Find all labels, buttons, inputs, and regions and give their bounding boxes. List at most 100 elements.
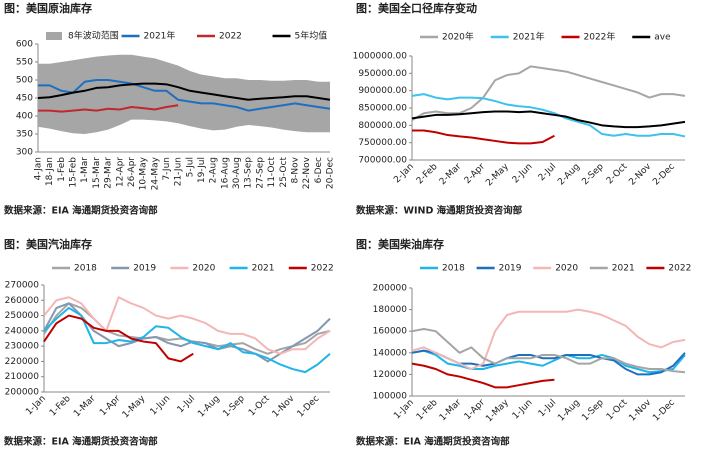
x-tick-label: 1-Jun: [149, 394, 173, 418]
series-line: [43, 306, 331, 374]
legend-label: 2020: [555, 264, 578, 274]
series-line: [43, 314, 194, 363]
legend-label: ave: [654, 33, 671, 43]
x-tick-label: 29-Mar: [104, 157, 114, 189]
y-tick-label: 450: [16, 94, 33, 104]
legend-label: 2021: [612, 264, 635, 274]
x-tick-label: 1-Oct: [247, 393, 272, 418]
y-tick-label: 800000.00: [358, 121, 407, 131]
series-line: [411, 328, 686, 374]
legend-label: 2022: [219, 32, 242, 42]
y-tick-label: 100000: [373, 392, 408, 402]
series-line: [37, 82, 331, 101]
legend-label: 2020年: [442, 31, 474, 43]
y-tick-label: 900000.00: [358, 86, 407, 96]
x-tick-label: 2-Jun: [511, 162, 535, 186]
x-tick-label: 2-Feb: [415, 162, 440, 187]
series-line: [411, 308, 686, 370]
y-tick-label: 210000: [5, 372, 40, 382]
x-tick-label: 7-Jun: [162, 157, 172, 181]
x-tick-label: 18-Jan: [45, 157, 55, 186]
x-tick-label: 1-Jun: [511, 398, 535, 422]
legend-label: 2022: [311, 264, 334, 274]
panel-title: 图：美国柴油库存: [356, 237, 444, 251]
x-tick-label: 1-Apr: [463, 398, 487, 422]
y-tick-label: 350: [16, 130, 33, 140]
y-tick-label: 220000: [5, 357, 40, 367]
y-tick-label: 600: [16, 40, 33, 50]
y-tick-label: 200000: [5, 388, 40, 398]
x-tick-label: 2-Dec: [651, 162, 677, 188]
y-tick-label: 300: [16, 148, 33, 158]
x-tick-label: 1-Sep: [221, 394, 247, 420]
legend-label: 2018: [442, 264, 465, 274]
x-tick-label: 25-Oct: [279, 157, 289, 188]
x-tick-label: 1-Feb: [48, 394, 73, 419]
legend-label: 2021年: [144, 30, 176, 42]
y-tick-label: 1000000.00: [353, 52, 408, 62]
x-tick-label: 5-Jul: [185, 157, 195, 177]
series-line: [43, 296, 331, 355]
x-tick-label: 2-Aug: [209, 157, 219, 183]
x-tick-label: 13-Sep: [244, 157, 254, 189]
y-tick-label: 400: [16, 112, 33, 122]
y-tick-label: 850000.00: [358, 104, 407, 114]
x-tick-label: 1-Aug: [556, 398, 582, 424]
x-tick-label: 21-Jun: [174, 157, 184, 186]
source-note: 数据来源：EIA 海通期货投资咨询部: [3, 205, 158, 217]
x-tick-label: 1-Feb: [57, 157, 67, 182]
x-tick-label: 1-Jul: [176, 394, 197, 415]
x-tick-label: 1-Dec: [296, 394, 322, 420]
range-band: [38, 54, 330, 134]
x-tick-label: 1-Apr: [98, 394, 122, 418]
y-tick-label: 270000: [5, 281, 40, 291]
x-tick-label: 8-Nov: [290, 156, 300, 183]
y-tick-label: 120000: [373, 370, 408, 380]
y-tick-label: 160000: [373, 327, 408, 337]
x-tick-label: 1-Nov: [627, 397, 653, 423]
legend-label: 2022年: [584, 31, 616, 43]
panel-title: 图：美国原油库存: [4, 1, 92, 15]
x-tick-label: 1-Feb: [415, 398, 440, 423]
panel-title: 图：美国全口径库存变动: [356, 1, 477, 15]
x-tick-label: 1-Oct: [605, 397, 630, 422]
x-tick-label: 27-Sep: [255, 157, 265, 189]
x-tick-label: 2-Oct: [605, 161, 630, 186]
y-tick-label: 750000.00: [358, 138, 407, 148]
x-tick-label: 1-May: [121, 393, 148, 420]
legend-label: 2019: [133, 264, 156, 274]
x-tick-label: 2-Jul: [537, 162, 558, 183]
series-line: [411, 110, 686, 129]
panel-title: 图：美国汽油库存: [4, 237, 92, 251]
source-note: 数据来源：EIA 海通期货投资咨询部: [355, 436, 510, 448]
series-line: [411, 65, 686, 121]
x-tick-label: 10-May: [139, 156, 149, 190]
y-tick-label: 230000: [5, 342, 40, 352]
y-tick-label: 700000.00: [358, 156, 407, 166]
legend-label: 2021: [252, 264, 275, 274]
x-tick-label: 20-Dec: [326, 157, 336, 189]
legend-label: 2020: [192, 264, 215, 274]
y-tick-label: 180000: [373, 305, 408, 315]
x-tick-label: 2-Sep: [580, 162, 606, 188]
x-tick-label: 2-Aug: [556, 162, 582, 188]
x-tick-label: 1-Nov: [271, 393, 297, 419]
y-tick-label: 240000: [5, 326, 40, 336]
legend-label: 2021年: [513, 31, 545, 43]
x-tick-label: 24-May: [150, 156, 160, 190]
x-tick-label: 12-Apr: [115, 157, 125, 187]
x-tick-label: 1-Mar: [438, 398, 464, 424]
x-tick-label: 22-Nov: [302, 156, 312, 189]
x-tick-label: 19-Jul: [197, 157, 207, 183]
series-line: [411, 349, 686, 374]
series-line: [411, 362, 555, 389]
legend-label: 2019: [499, 264, 522, 274]
x-tick-label: 1-Jul: [537, 398, 558, 419]
y-tick-label: 250000: [5, 311, 40, 321]
x-tick-label: 15-Mar: [92, 157, 102, 189]
legend-label: 2018: [74, 264, 97, 274]
legend-label: 2022: [668, 264, 691, 274]
x-tick-label: 2-Nov: [627, 161, 653, 187]
x-tick-label: 4-Jan: [34, 157, 44, 180]
